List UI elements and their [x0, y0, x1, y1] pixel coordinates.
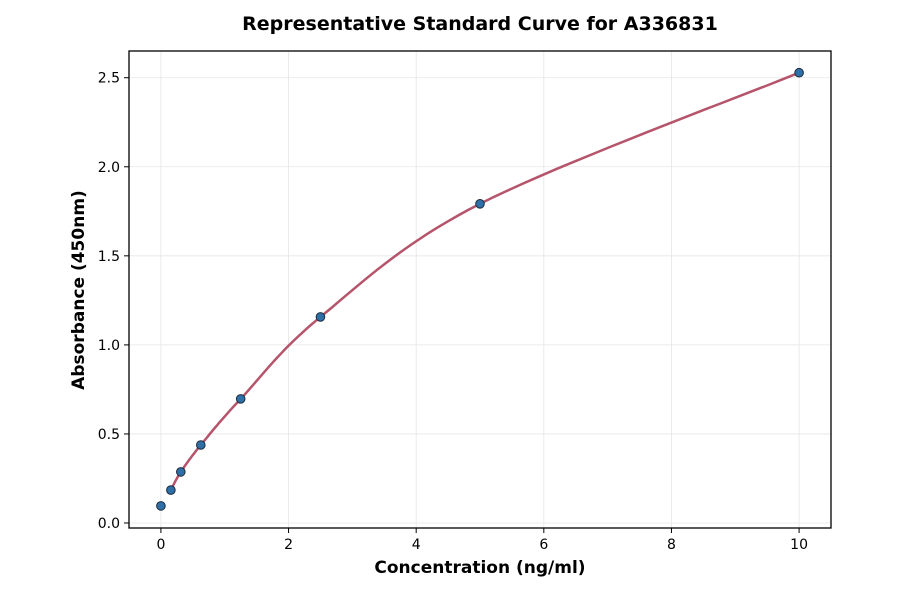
- y-tick-label: 0.5: [98, 427, 120, 443]
- plot-frame: [128, 50, 832, 529]
- x-axis-label: Concentration (ng/ml): [374, 558, 585, 578]
- y-tick-label: 1.5: [98, 249, 120, 265]
- data-point: [195, 440, 206, 450]
- x-tick-label: 2: [284, 537, 293, 553]
- data-point: [475, 199, 485, 209]
- x-tick-label: 0: [156, 537, 165, 553]
- fit-curve: [169, 71, 800, 491]
- y-tick-label: 2.5: [98, 71, 120, 87]
- x-tick-label: 6: [539, 537, 548, 553]
- fit-curve-group: [169, 71, 800, 491]
- data-point: [794, 67, 804, 78]
- x-tick-label: 4: [412, 537, 421, 553]
- y-axis-label: Absorbance (450nm): [69, 190, 89, 390]
- y-tick-label: 2.0: [98, 160, 120, 176]
- data-point: [156, 501, 166, 511]
- x-axis-ticks: 0 2 4 6 8 10: [156, 528, 808, 553]
- data-point: [166, 485, 176, 495]
- y-tick-label: 1.0: [98, 338, 120, 354]
- data-point: [235, 394, 246, 404]
- x-tick-label: 10: [790, 537, 808, 553]
- x-tick-label: 8: [667, 537, 676, 553]
- chart-title: Representative Standard Curve for A33683…: [242, 13, 718, 35]
- y-tick-label: 0.0: [98, 516, 120, 532]
- data-point: [315, 312, 326, 322]
- data-point: [176, 467, 186, 477]
- y-axis-ticks: 0.0 0.5 1.0 1.5 2.0 2.5: [98, 71, 129, 532]
- grid: [129, 51, 831, 528]
- data-points: [156, 67, 804, 511]
